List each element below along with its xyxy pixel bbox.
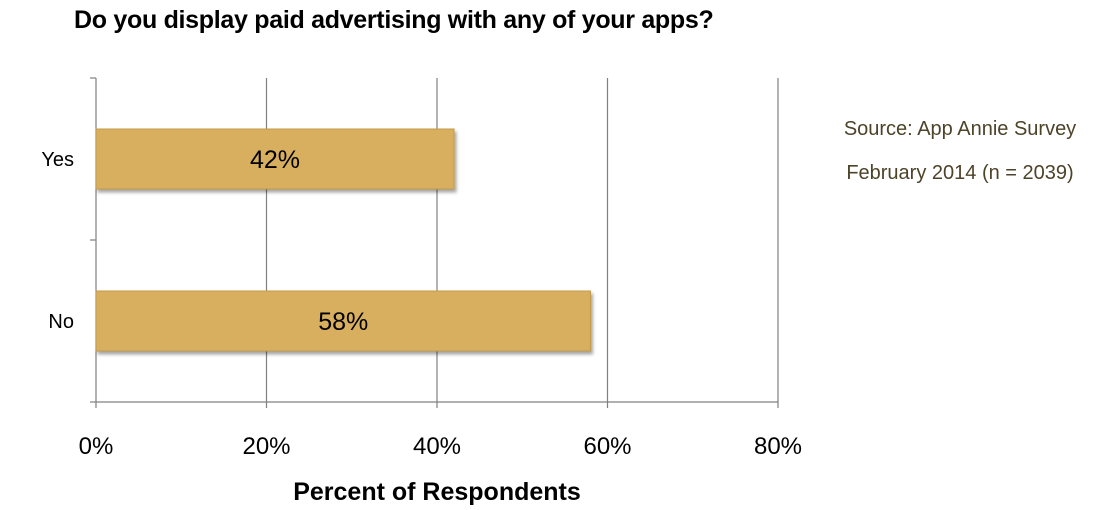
category-label-no: No [48, 311, 74, 333]
x-tick-label: 0% [79, 433, 114, 460]
grid-lines [265, 78, 779, 402]
axes [90, 77, 779, 408]
x-axis-title: Percent of Respondents [293, 478, 581, 506]
x-tick-label: 60% [583, 433, 631, 460]
labels: 0% 20% 40% 60% 80% Percent of Respondents Yes 4… [41, 146, 802, 506]
bars [95, 128, 591, 352]
data-label-no: 58% [318, 308, 368, 336]
data-label-yes: 42% [250, 146, 300, 174]
bar-yes [95, 128, 455, 190]
bar-no [95, 290, 591, 352]
x-tick-label: 80% [754, 433, 802, 460]
x-tick-label: 40% [413, 433, 461, 460]
survey-date-annotation: February 2014 (n = 2039) [846, 162, 1074, 184]
category-label-yes: Yes [41, 149, 74, 171]
x-tick-label: 20% [242, 433, 290, 460]
source-annotation: Source: App Annie Survey [843, 118, 1077, 140]
chart-title: Do you display paid advertising with any… [74, 6, 714, 34]
